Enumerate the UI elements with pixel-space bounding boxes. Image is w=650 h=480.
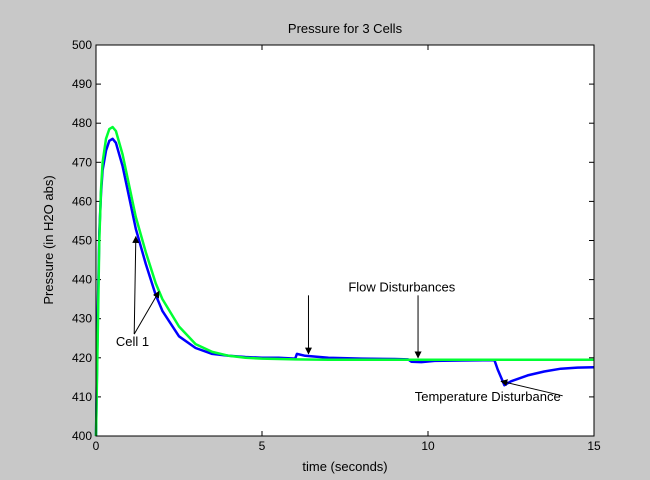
- annotation-label: Temperature Disturbance: [415, 389, 561, 404]
- y-tick-label: 430: [72, 312, 92, 326]
- x-tick-label: 10: [421, 439, 435, 453]
- y-tick-label: 450: [72, 234, 92, 248]
- annotation-label: Flow Disturbances: [348, 279, 455, 294]
- series-line-2: [94, 125, 594, 437]
- y-tick-label: 440: [72, 273, 92, 287]
- y-tick-label: 420: [72, 351, 92, 365]
- x-axis-label: time (seconds): [302, 459, 387, 474]
- y-tick-label: 410: [72, 390, 92, 404]
- annotation-arrow: [133, 290, 160, 335]
- y-tick-label: 500: [72, 38, 92, 52]
- chart-title: Pressure for 3 Cells: [288, 21, 403, 36]
- plot-area: [96, 45, 594, 436]
- y-tick-label: 400: [72, 429, 92, 443]
- x-tick-label: 15: [587, 439, 601, 453]
- x-tick-label: 5: [259, 439, 266, 453]
- annotation-label: Cell 1: [116, 334, 149, 349]
- annotation-arrow: [132, 235, 140, 335]
- y-axis-label: Pressure (in H2O abs): [41, 175, 56, 304]
- y-tick-label: 460: [72, 194, 92, 208]
- y-tick-label: 480: [72, 116, 92, 130]
- y-tick-label: 470: [72, 155, 92, 169]
- x-tick-label: 0: [93, 439, 100, 453]
- y-tick-label: 490: [72, 77, 92, 91]
- annotation-arrow: [500, 379, 563, 397]
- plot-frame: [95, 44, 595, 437]
